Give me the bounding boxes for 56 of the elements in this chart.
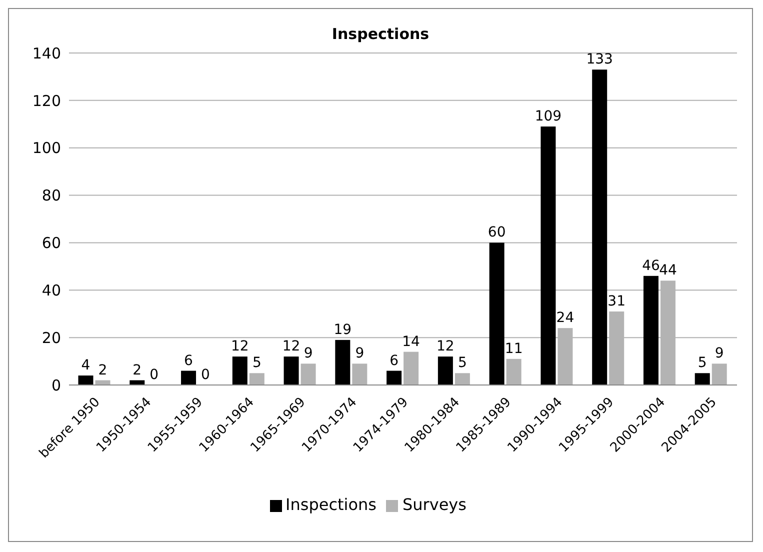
- bar: [181, 370, 196, 385]
- y-tick-label: 140: [32, 44, 61, 62]
- bar: [712, 364, 727, 385]
- bar: [489, 242, 504, 385]
- bar: [643, 276, 658, 385]
- data-label: 5: [458, 355, 467, 372]
- bar: [352, 364, 368, 385]
- bar: [454, 373, 470, 385]
- data-label: 9: [304, 346, 313, 362]
- y-tick-label: 120: [32, 92, 61, 110]
- data-label: 9: [355, 346, 364, 362]
- bar: [78, 376, 94, 385]
- bar: [249, 373, 264, 385]
- data-label: 5: [698, 355, 707, 372]
- data-label: 2: [98, 362, 108, 378]
- data-label: 6: [390, 352, 399, 369]
- data-label: 6: [184, 352, 194, 369]
- data-label: 133: [586, 52, 613, 68]
- data-label: 24: [556, 310, 574, 326]
- data-label: 12: [436, 338, 454, 355]
- bar: [386, 370, 402, 385]
- data-label: 31: [608, 293, 626, 310]
- data-label: 12: [230, 338, 249, 355]
- data-label: 4: [81, 358, 90, 374]
- y-tick-label: 60: [42, 234, 61, 252]
- data-label: 0: [150, 367, 159, 383]
- y-tick-label: 0: [51, 376, 61, 394]
- bar: [694, 373, 710, 385]
- data-label: 5: [252, 355, 262, 372]
- data-label: 12: [282, 338, 300, 355]
- data-label: 2: [132, 362, 142, 378]
- bar: [438, 356, 453, 385]
- y-tick-label: 80: [42, 186, 61, 205]
- bar: [232, 356, 248, 385]
- data-label: 0: [201, 367, 210, 383]
- chart-title: Inspections: [330, 25, 430, 43]
- bar: [404, 352, 419, 385]
- bar: [506, 358, 522, 385]
- data-label: 60: [488, 224, 506, 241]
- data-label: 44: [659, 262, 677, 279]
- data-label: 9: [714, 346, 724, 362]
- data-label: 14: [402, 334, 420, 350]
- y-tick-label: 20: [42, 328, 61, 347]
- bar: [592, 70, 608, 385]
- legend-label: Inspections: [286, 495, 376, 514]
- bar: [335, 340, 350, 385]
- bar: [540, 126, 556, 385]
- data-label: 46: [642, 258, 660, 274]
- legend-label: Surveys: [402, 495, 466, 514]
- bar: [300, 364, 316, 385]
- y-tick-label: 40: [42, 281, 61, 300]
- bar: [284, 356, 299, 385]
- y-tick-label: 100: [32, 139, 61, 158]
- data-label: 11: [504, 340, 523, 357]
- data-label: 19: [334, 322, 352, 338]
- data-label: 109: [534, 108, 562, 125]
